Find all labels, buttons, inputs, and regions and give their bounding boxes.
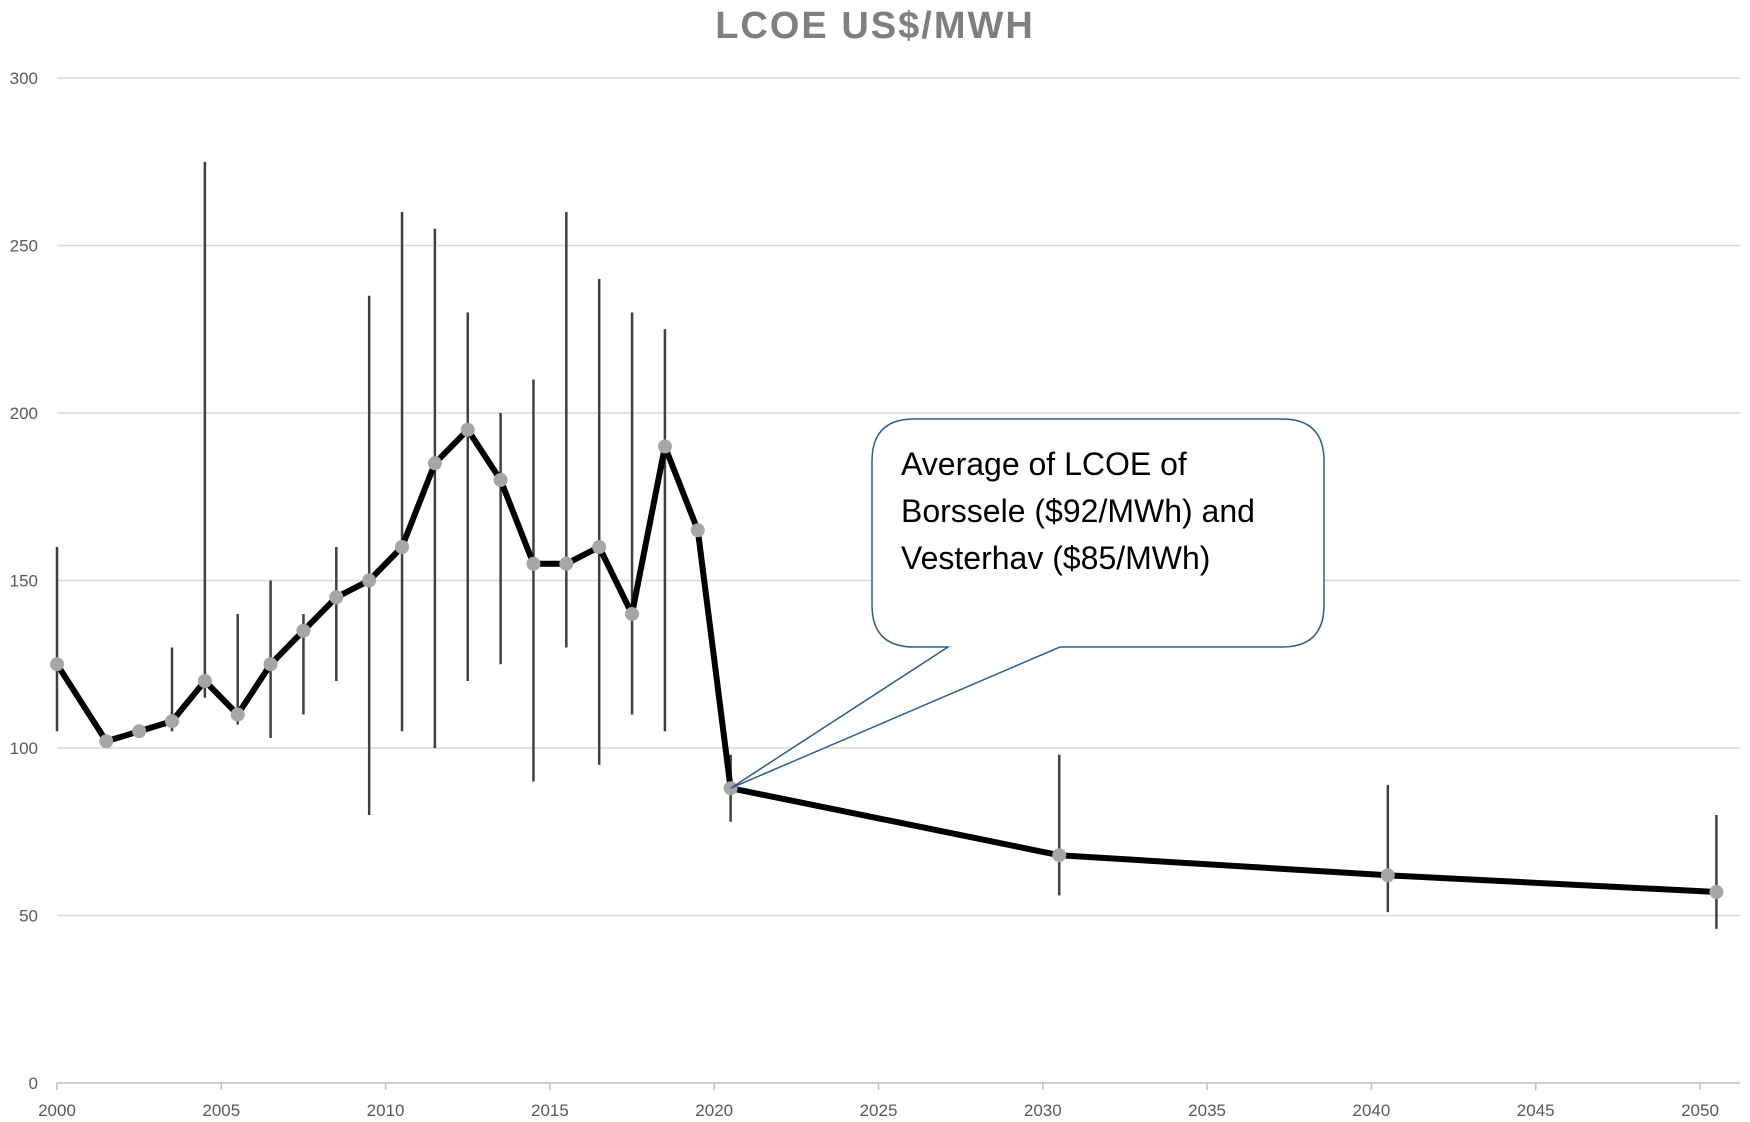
data-point (690, 523, 705, 538)
data-point (362, 573, 377, 588)
data-point (1380, 868, 1395, 883)
callout-line-1: Average of LCOE of (901, 446, 1187, 482)
x-tick-label: 2030 (1024, 1101, 1062, 1120)
x-tick-label: 2025 (860, 1101, 898, 1120)
x-tick-label: 2040 (1352, 1101, 1390, 1120)
data-markers (50, 422, 1724, 900)
data-point (427, 456, 442, 471)
y-axis-ticks: 0 50 100 150 200 250 300 (10, 69, 38, 1093)
series-line-group (54, 426, 1717, 895)
x-tick-label: 2035 (1188, 1101, 1226, 1120)
x-axis: 2000 2005 2010 2015 2020 2025 2030 2035 2040 2045… (38, 1082, 1740, 1120)
data-point (50, 657, 64, 672)
data-point (625, 607, 640, 621)
data-point (1052, 848, 1067, 863)
y-tick-label: 100 (10, 739, 38, 758)
data-point (460, 422, 475, 437)
y-tick-label: 200 (10, 404, 38, 423)
data-point (296, 623, 311, 638)
data-point (395, 540, 410, 554)
data-point (526, 556, 541, 571)
data-point (559, 556, 574, 571)
data-point (99, 734, 114, 749)
x-tick-label: 2050 (1681, 1101, 1719, 1120)
data-point (132, 724, 147, 739)
data-point (197, 674, 212, 688)
y-tick-label: 0 (29, 1074, 38, 1093)
callout-annotation: Average of LCOE of Borssele ($92/MWh) an… (730, 418, 1325, 789)
y-tick-label: 50 (19, 907, 38, 926)
data-point (329, 590, 344, 605)
data-point (592, 540, 607, 554)
x-tick-label: 2000 (38, 1101, 76, 1120)
data-point (263, 657, 278, 672)
y-tick-label: 250 (10, 237, 38, 256)
x-tick-label: 2010 (367, 1101, 405, 1120)
y-tick-label: 150 (10, 572, 38, 591)
callout-line-3: Vesterhav ($85/MWh) (901, 540, 1210, 576)
error-bars (55, 161, 1718, 929)
data-point (230, 707, 245, 722)
data-point (493, 473, 508, 487)
data-point (657, 439, 672, 454)
x-tick-label: 2015 (531, 1101, 569, 1120)
lcoe-series-line (54, 426, 1717, 895)
x-tick-label: 2045 (1517, 1101, 1555, 1120)
callout-line-2: Borssele ($92/MWh) and (901, 493, 1255, 529)
x-tick-label: 2020 (695, 1101, 733, 1120)
chart-title: LCOE US$/MWH (715, 5, 1035, 47)
data-point (1709, 885, 1724, 900)
y-tick-label: 300 (10, 69, 38, 88)
callout-box (730, 418, 1325, 789)
data-point (165, 714, 180, 729)
x-tick-label: 2005 (202, 1101, 240, 1120)
